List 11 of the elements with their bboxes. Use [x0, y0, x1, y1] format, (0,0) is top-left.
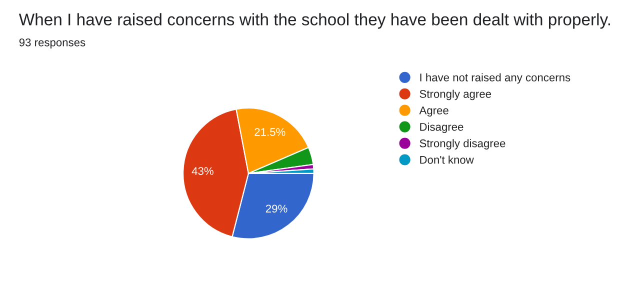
- legend-label: I have not raised any concerns: [420, 73, 570, 84]
- chart-title: When I have raised concerns with the school they have been dealt with properly.: [18, 13, 610, 29]
- legend-label: Strongly disagree: [420, 139, 506, 150]
- legend-label: Agree: [419, 106, 448, 117]
- data-label: 29%: [266, 204, 288, 213]
- data-label: 21.5%: [254, 128, 286, 136]
- legend-label: Don't know: [420, 156, 474, 164]
- legend-label: Disagree: [420, 122, 464, 134]
- data-label: 43%: [192, 167, 214, 175]
- legend-label: Strongly agree: [420, 90, 492, 100]
- text: 93 responses: [19, 38, 86, 49]
